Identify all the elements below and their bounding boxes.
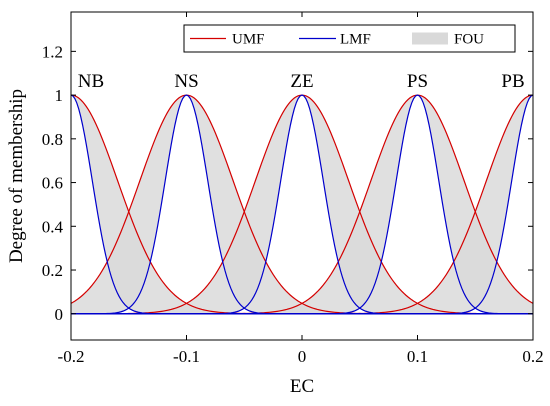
mf-label-pb: PB <box>501 71 524 92</box>
y-tick-label: 0.2 <box>42 261 63 280</box>
x-tick-label: -0.1 <box>173 347 200 366</box>
y-tick-label: 0.8 <box>42 130 63 149</box>
fou-region-layer <box>71 95 533 314</box>
mf-label-ze: ZE <box>290 71 313 92</box>
mf-label-ns: NS <box>174 71 198 92</box>
x-axis-title: EC <box>290 376 314 397</box>
x-tick-label: 0 <box>298 347 307 366</box>
mf-label-ps: PS <box>407 71 428 92</box>
y-tick-label: 0 <box>55 305 64 324</box>
axis-ticks: -0.2 -0.1 0 0.1 0.2 0 0.2 0.4 0.6 0.8 1 1.2 <box>42 12 544 366</box>
legend-lmf-label: LMF <box>340 32 371 48</box>
legend-fou-label: FOU <box>454 32 484 48</box>
y-tick-label: 0.4 <box>42 217 64 236</box>
y-axis-title: Degree of membership <box>6 89 27 263</box>
x-tick-label: -0.2 <box>58 347 85 366</box>
curve-layer <box>71 94 533 315</box>
y-tick-label: 1.2 <box>42 42 63 61</box>
legend-umf-label: UMF <box>232 32 265 48</box>
legend-fou-swatch <box>412 32 448 45</box>
mf-labels: NB NS ZE PS PB <box>78 71 525 92</box>
y-tick-label: 1 <box>55 86 64 105</box>
legend: UMF LMF FOU <box>183 24 516 53</box>
x-tick-label: 0.1 <box>407 347 428 366</box>
legend-box <box>183 24 516 53</box>
y-tick-label: 0.6 <box>42 174 63 193</box>
mf-label-nb: NB <box>78 71 104 92</box>
x-tick-label: 0.2 <box>522 347 543 366</box>
